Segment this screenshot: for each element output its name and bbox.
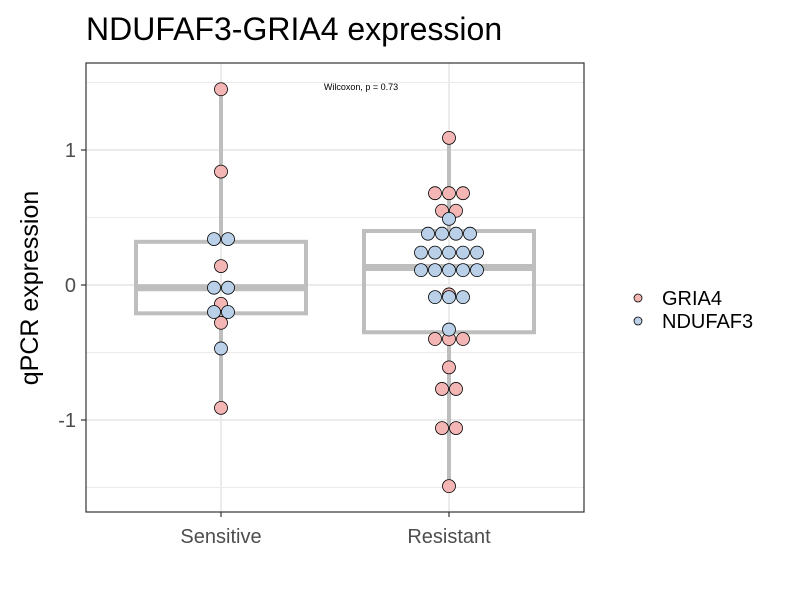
plot-panel: -1 0 1 Sensitive Resistant [58, 62, 585, 548]
y-axis-label: qPCR expression [16, 191, 44, 386]
data-point-gria4 [428, 186, 442, 201]
data-point-gria4 [442, 186, 456, 201]
panel-border [85, 62, 585, 513]
y-tick-label: 0 [65, 275, 76, 297]
data-point-gria4 [442, 479, 456, 494]
legend-key-ndufaf3 [633, 316, 643, 326]
x-tick-label: Sensitive [180, 526, 261, 548]
data-point-gria4 [442, 360, 456, 375]
data-point-ndufaf3 [207, 280, 221, 295]
data-point-ndufaf3 [442, 263, 456, 278]
data-point-ndufaf3 [221, 305, 235, 319]
data-point-ndufaf3 [456, 245, 470, 260]
data-point-ndufaf3 [207, 305, 221, 319]
data-point-gria4 [442, 130, 456, 145]
data-point-gria4 [428, 332, 442, 346]
data-point-ndufaf3 [463, 226, 477, 241]
data-point-gria4 [456, 186, 470, 201]
data-point-ndufaf3 [428, 290, 442, 305]
test-annotation: Wilcoxon, p = 0.73 [324, 82, 398, 92]
data-point-ndufaf3 [442, 211, 456, 226]
data-point-ndufaf3 [456, 290, 470, 305]
data-point-ndufaf3 [414, 245, 428, 260]
data-point-gria4 [214, 400, 228, 415]
y-tick-label: 1 [65, 140, 76, 162]
data-point-ndufaf3 [442, 290, 456, 305]
data-point-gria4 [449, 421, 463, 436]
data-point-gria4 [435, 421, 449, 436]
data-point-gria4 [435, 382, 449, 396]
y-tick-label: -1 [58, 410, 76, 432]
data-point-ndufaf3 [470, 245, 484, 260]
data-point-ndufaf3 [470, 263, 484, 278]
data-point-ndufaf3 [442, 245, 456, 260]
box [134, 239, 308, 316]
data-point-ndufaf3 [428, 245, 442, 260]
legend-label-ndufaf3: NDUFAF3 [662, 311, 753, 333]
data-point-ndufaf3 [442, 322, 456, 337]
data-point-ndufaf3 [449, 226, 463, 241]
x-tick-label: Resistant [407, 526, 491, 548]
data-point-ndufaf3 [428, 263, 442, 278]
data-point-gria4 [214, 82, 228, 97]
data-point-gria4 [449, 382, 463, 396]
data-point-ndufaf3 [456, 263, 470, 278]
legend-label-gria4: GRIA4 [662, 288, 722, 310]
data-point-ndufaf3 [207, 232, 221, 247]
chart-title: NDUFAF3-GRIA4 expression [86, 11, 502, 47]
data-point-ndufaf3 [414, 263, 428, 278]
data-point-gria4 [456, 332, 470, 346]
data-point-ndufaf3 [221, 280, 235, 295]
data-point-gria4 [214, 259, 228, 274]
data-point-gria4 [214, 164, 228, 179]
data-point-gria4 [214, 315, 228, 330]
data-point-ndufaf3 [435, 226, 449, 241]
data-point-ndufaf3 [421, 226, 435, 241]
data-point-ndufaf3 [214, 341, 228, 356]
data-point-ndufaf3 [221, 232, 235, 247]
legend-key-gria4 [633, 293, 643, 303]
